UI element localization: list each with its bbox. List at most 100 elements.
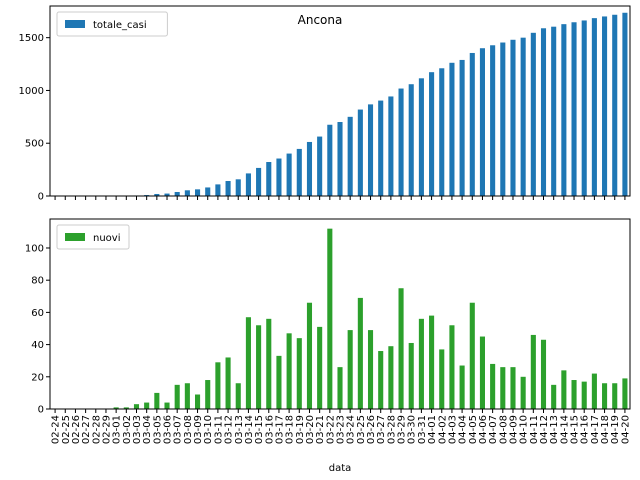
x-tick-label: 03-24 <box>346 415 357 444</box>
bar-04-04 <box>459 59 465 196</box>
x-tick-label: 04-20 <box>620 415 631 444</box>
bar-03-05 <box>154 193 160 196</box>
bar-03-03 <box>133 404 140 409</box>
bar-03-02 <box>123 407 129 409</box>
x-tick-label: 03-28 <box>386 415 397 444</box>
bar-04-01 <box>429 72 435 196</box>
bar-04-08 <box>500 367 506 409</box>
x-tick-label: 02-28 <box>91 415 102 444</box>
legend-box <box>56 224 130 250</box>
bar-03-09 <box>195 189 201 196</box>
x-tick-label: 02-27 <box>81 415 92 444</box>
x-tick-label: 03-10 <box>203 415 214 444</box>
bar-03-18 <box>286 153 292 196</box>
x-tick-label: 04-12 <box>539 415 550 444</box>
bar-03-12 <box>225 357 231 409</box>
x-tick-label: 03-01 <box>112 415 123 444</box>
bar-03-08 <box>184 190 190 196</box>
bar-04-14 <box>561 370 567 409</box>
bar-03-22 <box>327 124 333 196</box>
x-tick-label: 03-21 <box>315 415 326 444</box>
top-y-axis: 0 500 1000 1500 <box>19 33 50 203</box>
x-tick-label: 04-09 <box>508 415 519 444</box>
x-tick-label: 03-17 <box>274 415 285 444</box>
bar-04-01 <box>429 315 435 409</box>
x-axis-label: data <box>329 463 352 474</box>
bar-03-20 <box>306 141 313 196</box>
bar-04-13 <box>551 26 557 196</box>
x-tick-label: 03-26 <box>366 415 377 444</box>
x-tick-label: 04-07 <box>488 415 499 444</box>
x-tick-label: 04-19 <box>610 415 621 444</box>
bar-03-05 <box>154 392 160 409</box>
y-tick-label: 60 <box>31 308 44 319</box>
top-legend: totale_casi <box>56 11 168 37</box>
bar-04-08 <box>500 42 506 196</box>
bar-03-24 <box>347 330 353 409</box>
bar-03-15 <box>256 325 262 409</box>
bar-03-26 <box>367 330 374 409</box>
bar-04-19 <box>612 383 618 409</box>
bottom-bars <box>113 228 628 409</box>
bar-03-30 <box>408 342 414 409</box>
bar-03-11 <box>215 362 221 409</box>
x-tick-label: 03-25 <box>356 415 367 444</box>
x-tick-label: 03-07 <box>173 415 184 444</box>
x-tick-label: 03-23 <box>336 415 347 444</box>
x-tick-label: 04-01 <box>427 415 438 444</box>
x-tick-label: 03-11 <box>213 415 224 444</box>
x-tick-label: 03-19 <box>295 415 306 444</box>
y-tick-label: 500 <box>25 139 44 150</box>
x-tick-label: 04-04 <box>458 415 469 444</box>
bar-04-10 <box>520 37 526 196</box>
bar-04-13 <box>551 384 557 409</box>
bar-03-08 <box>184 383 190 409</box>
bar-04-07 <box>490 363 496 409</box>
bar-03-04 <box>144 402 150 409</box>
bar-03-20 <box>306 302 313 409</box>
x-tick-label: 03-05 <box>152 415 163 444</box>
x-tick-label: 03-14 <box>244 415 255 444</box>
bar-03-31 <box>418 78 424 196</box>
bar-03-07 <box>174 191 180 196</box>
legend-label-totale-casi: totale_casi <box>93 20 147 31</box>
bar-04-05 <box>469 302 475 409</box>
bottom-legend: nuovi <box>56 224 130 250</box>
legend-label-nuovi: nuovi <box>93 233 121 244</box>
chart-title: Ancona <box>298 13 343 27</box>
top-chart-panel: 0 500 1000 1500 totale_casi Ancona <box>19 5 631 203</box>
bar-04-04 <box>459 365 465 409</box>
bar-03-30 <box>408 84 414 196</box>
bar-03-19 <box>296 148 302 196</box>
y-tick-label: 20 <box>31 372 44 383</box>
bar-04-20 <box>622 378 628 409</box>
bar-03-21 <box>317 326 323 409</box>
bar-03-01 <box>113 407 119 409</box>
x-tick-label: 03-04 <box>142 415 153 444</box>
bottom-y-axis: 0 20 40 60 80 100 <box>25 243 50 416</box>
x-tick-label: 02-24 <box>51 415 62 444</box>
x-tick-label: 03-08 <box>183 415 194 444</box>
x-tick-label: 04-14 <box>559 415 570 444</box>
x-tick-label: 03-12 <box>224 415 235 444</box>
x-tick-label: 04-08 <box>498 415 509 444</box>
x-tick-label: 03-31 <box>417 415 428 444</box>
bar-03-16 <box>266 318 272 409</box>
bar-03-25 <box>357 109 363 196</box>
legend-swatch <box>65 20 85 28</box>
x-tick-label: 03-20 <box>305 415 316 444</box>
bar-04-15 <box>571 22 577 197</box>
bar-03-25 <box>357 297 363 409</box>
x-tick-label: 03-27 <box>376 415 387 444</box>
x-tick-label: 02-26 <box>71 415 82 444</box>
bar-04-17 <box>591 373 597 409</box>
bar-03-15 <box>256 167 262 196</box>
top-bars <box>113 12 628 197</box>
y-tick-label: 1000 <box>19 86 44 97</box>
bar-03-10 <box>205 187 211 196</box>
bar-03-17 <box>276 355 282 409</box>
y-tick-label: 0 <box>38 192 44 203</box>
x-tick-label: 04-11 <box>529 415 540 444</box>
bar-03-16 <box>266 162 272 196</box>
